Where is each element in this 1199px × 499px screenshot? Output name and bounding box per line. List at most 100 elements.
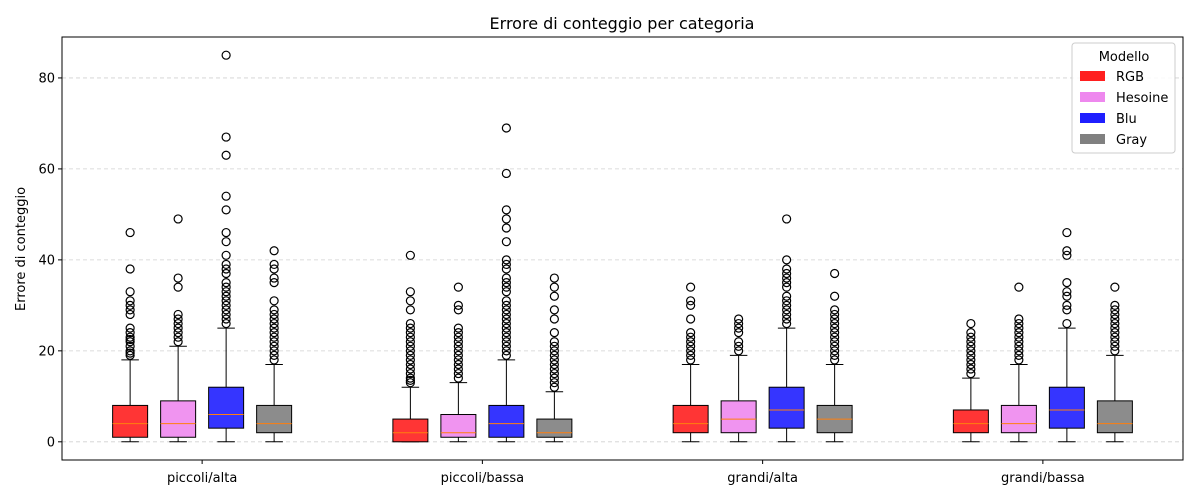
outlier-point	[686, 328, 696, 338]
outlier-point	[549, 359, 559, 370]
legend-label-gray: Gray	[1116, 133, 1147, 148]
outlier-point	[1014, 355, 1024, 365]
outlier-point	[686, 337, 696, 347]
outlier-point	[173, 318, 183, 329]
chart-title: Errore di conteggio per categoria	[490, 14, 755, 33]
legend-label-blu: Blu	[1116, 112, 1137, 127]
outlier-point	[453, 355, 463, 365]
outlier-point	[1014, 282, 1024, 292]
outlier-point	[1014, 337, 1024, 347]
outlier-point	[221, 205, 231, 215]
outlier-point	[125, 350, 135, 360]
outlier-point	[830, 268, 840, 279]
outlier-point	[453, 323, 463, 333]
outlier-point	[221, 237, 231, 247]
outlier-point	[549, 341, 559, 351]
outlier-point	[1014, 318, 1024, 329]
x-tick-label: piccoli/alta	[167, 471, 237, 486]
outlier-point	[453, 350, 463, 360]
outlier-point	[686, 350, 696, 360]
legend-swatch-hesoine	[1080, 92, 1105, 102]
outlier-point	[501, 282, 511, 292]
outlier-point	[453, 364, 463, 374]
x-axis: piccoli/alta piccoli/bassa grandi/alta gran…	[167, 460, 1085, 486]
outlier-point	[405, 287, 415, 297]
outlier-point	[782, 255, 792, 265]
outlier-point	[1062, 287, 1072, 297]
outlier-point	[686, 341, 696, 351]
outlier-point	[1110, 332, 1120, 342]
outlier-point	[966, 364, 976, 374]
outlier-point	[1110, 300, 1120, 310]
outlier-point	[221, 296, 231, 306]
outlier-point	[782, 268, 792, 279]
outlier-point	[549, 350, 559, 360]
outlier-point	[405, 346, 415, 356]
legend-box	[1071, 42, 1176, 154]
outlier-point	[966, 346, 976, 356]
box-body	[672, 404, 709, 434]
outlier-point	[549, 291, 559, 301]
outlier-point	[686, 296, 696, 306]
outlier-point	[269, 355, 279, 365]
outlier-point	[405, 337, 415, 347]
outlier-point	[269, 323, 279, 333]
box-body	[720, 400, 757, 434]
outlier-point	[405, 296, 415, 306]
outlier-point	[501, 214, 511, 224]
outlier-point	[782, 264, 792, 274]
y-tick-label: 60	[38, 162, 55, 177]
outlier-point	[125, 337, 135, 347]
outlier-point	[125, 309, 135, 320]
outlier-point	[173, 214, 183, 224]
outlier-point	[221, 318, 231, 329]
box-body	[160, 400, 197, 438]
outlier-point	[1014, 341, 1024, 351]
outlier-point	[1110, 328, 1120, 338]
outlier-point	[501, 273, 511, 283]
outlier-point	[1014, 350, 1024, 360]
outlier-point	[782, 300, 792, 310]
outlier-point	[501, 314, 511, 324]
outlier-point	[830, 346, 840, 356]
outlier-point	[405, 350, 415, 360]
box-body	[112, 404, 149, 438]
outlier-point	[1110, 341, 1120, 351]
outlier-point	[830, 328, 840, 338]
outlier-point	[453, 337, 463, 347]
outlier-point	[686, 314, 696, 324]
box-hesoine-piccoli-alta	[160, 214, 197, 443]
outlier-point	[453, 328, 463, 338]
outlier-point	[125, 323, 135, 333]
outlier-point	[173, 314, 183, 324]
outlier-point	[734, 314, 744, 324]
box-blu-grandi-alta	[768, 214, 805, 443]
y-tick-label: 0	[47, 435, 55, 450]
outlier-point	[405, 359, 415, 370]
outlier-point	[125, 332, 135, 342]
x-tick-label: grandi/bassa	[1001, 471, 1085, 486]
outlier-point	[405, 375, 415, 386]
box-gray-grandi-bassa	[1096, 282, 1133, 443]
outlier-point	[734, 318, 744, 329]
outlier-point	[501, 296, 511, 306]
outlier-point	[1062, 318, 1072, 329]
outlier-point	[501, 259, 511, 270]
outlier-point	[269, 350, 279, 360]
outlier-point	[501, 323, 511, 333]
outlier-point	[966, 350, 976, 360]
outlier-point	[221, 191, 231, 201]
grid-lines	[62, 77, 1183, 443]
outlier-point	[782, 214, 792, 224]
outlier-point	[221, 309, 231, 320]
outlier-point	[830, 355, 840, 365]
outlier-point	[453, 359, 463, 370]
outlier-point	[501, 278, 511, 288]
outlier-point	[453, 346, 463, 356]
outlier-point	[173, 273, 183, 283]
legend-title: Modello	[1099, 50, 1150, 65]
outlier-point	[1062, 305, 1072, 315]
outlier-point	[966, 318, 976, 329]
legend-swatch-gray	[1080, 134, 1105, 144]
box-rgb-piccoli-bassa	[392, 250, 429, 443]
